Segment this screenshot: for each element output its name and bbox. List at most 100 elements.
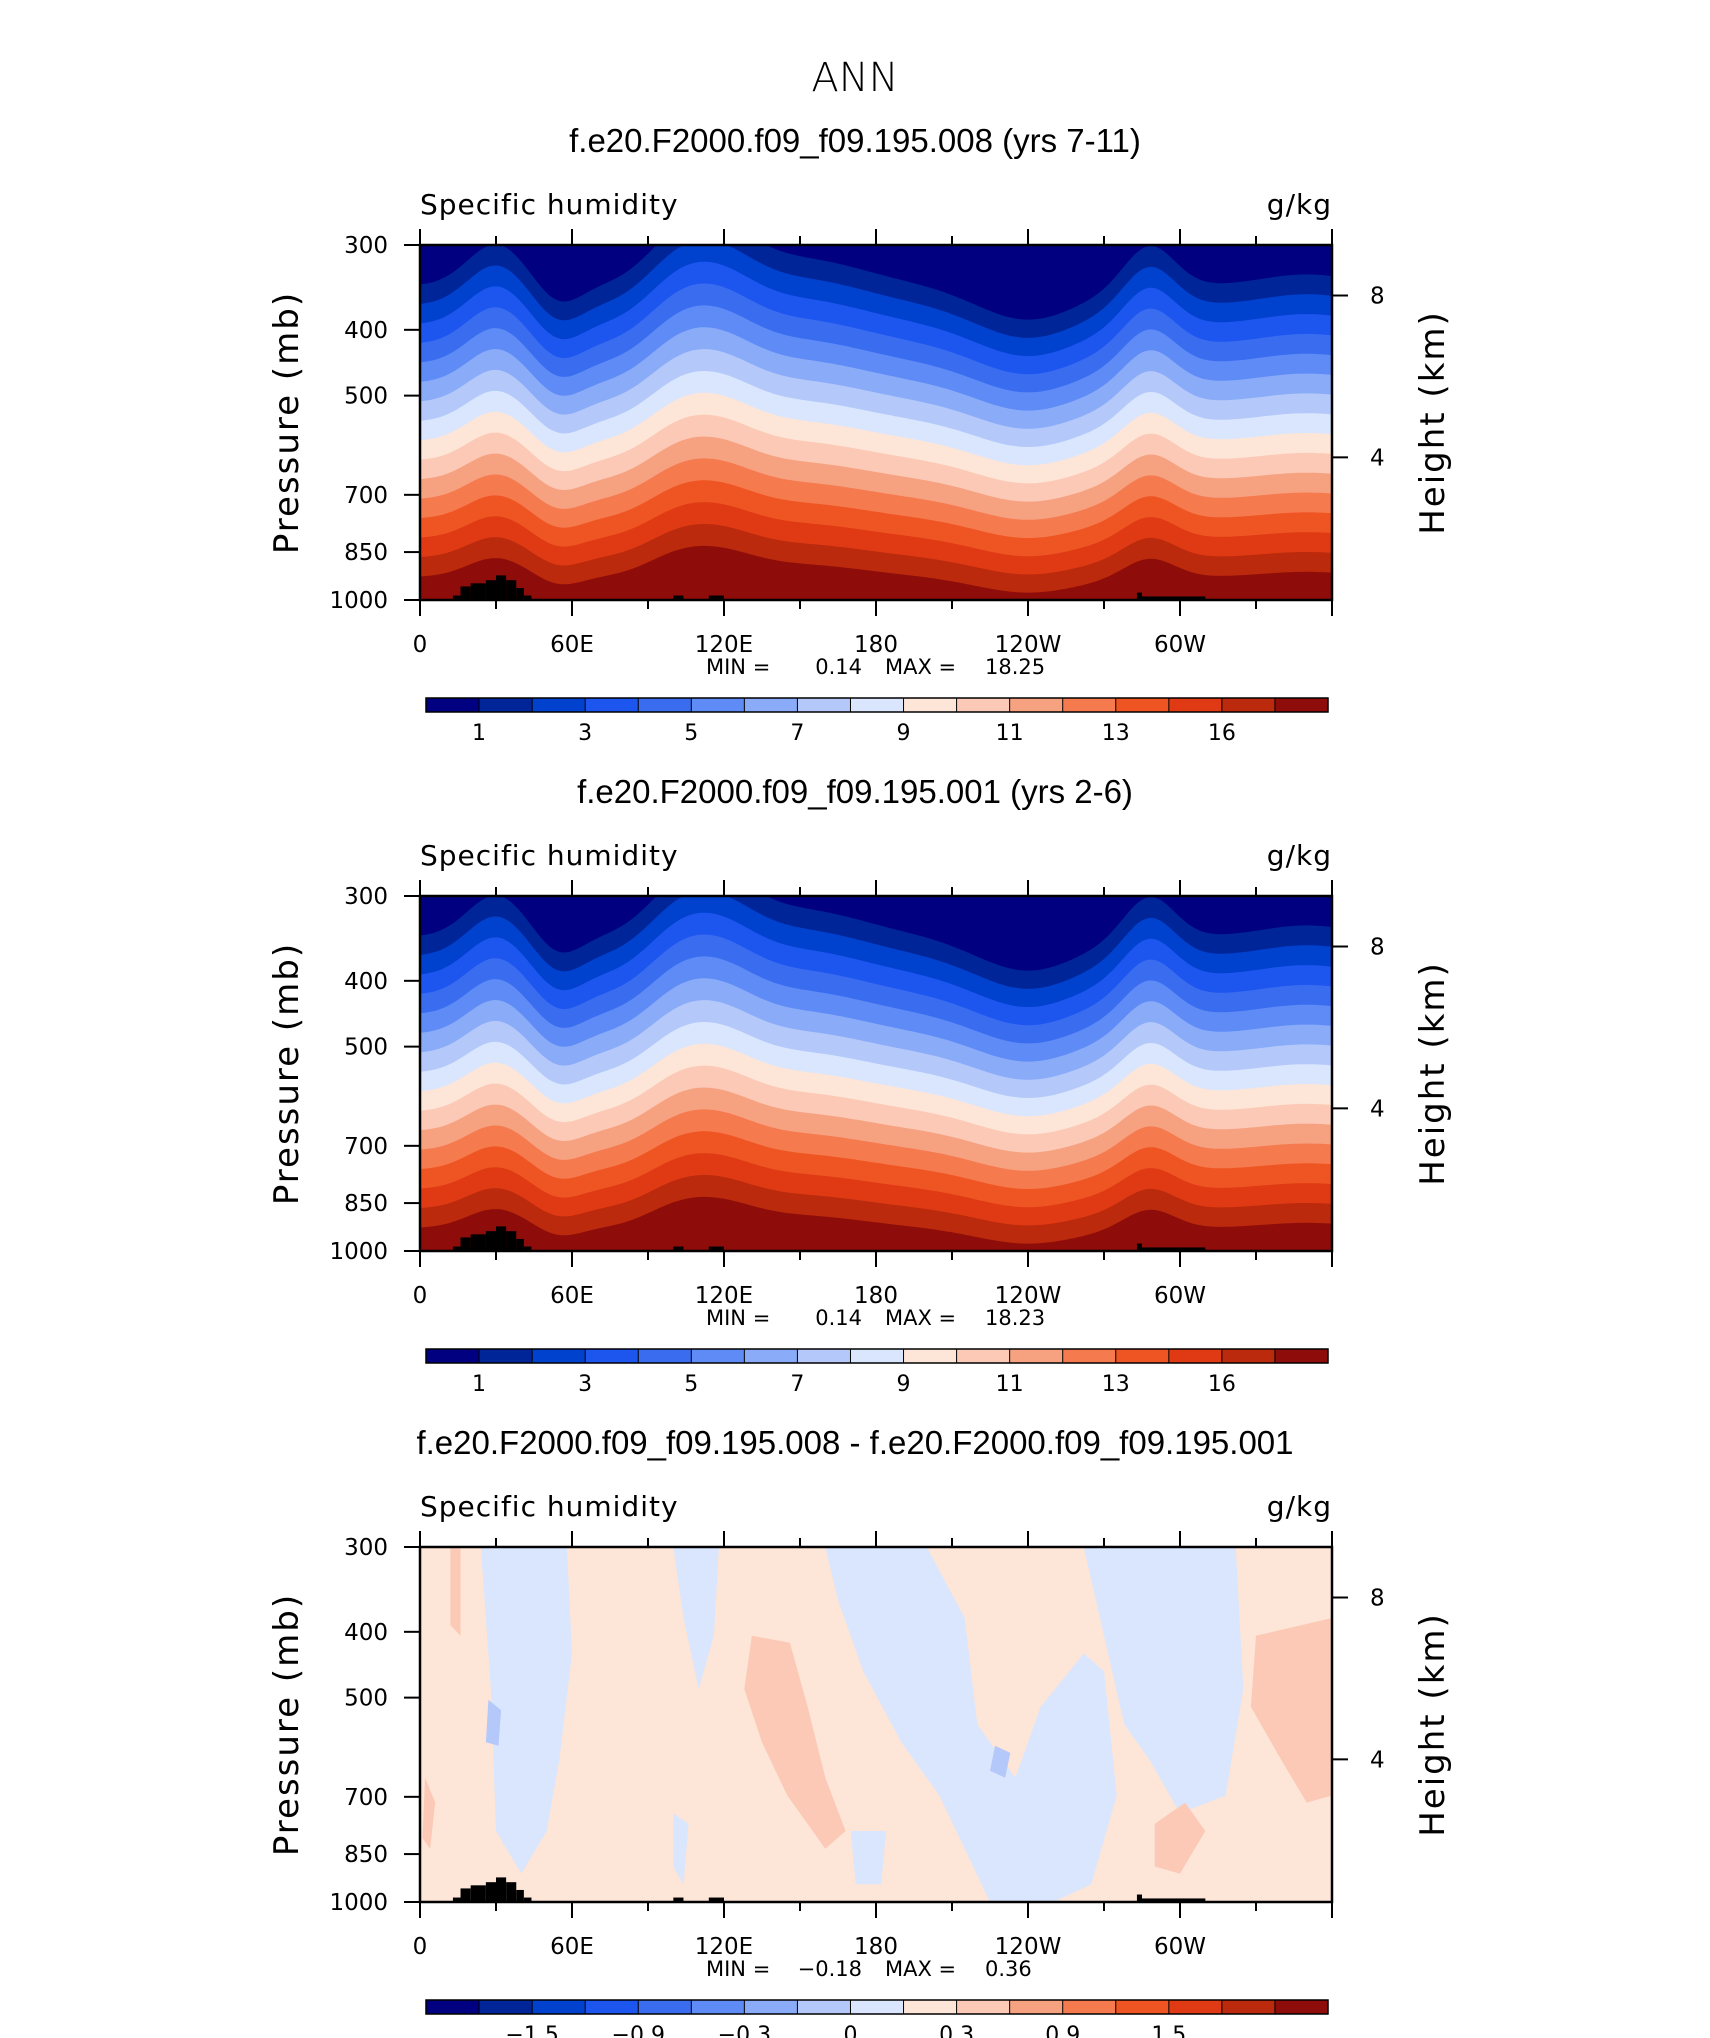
colorbar-swatch — [1062, 2000, 1117, 2014]
colorbar-swatch — [850, 1349, 905, 1363]
topography-1 — [460, 1237, 471, 1251]
y-tick-label: 700 — [344, 1134, 388, 1160]
colorbar: −1.5 −0.9 −0.3 0 0.3 0.9 1.5 — [425, 1999, 1329, 2038]
diff-region-10 — [422, 1777, 436, 1849]
topography-11 — [1142, 1247, 1206, 1251]
topography-7 — [523, 595, 532, 600]
colorbar-swatch — [426, 1349, 480, 1363]
colorbar-swatch — [585, 1349, 639, 1363]
y-tick-label: 400 — [344, 1620, 388, 1646]
x-tick-label: 120W — [995, 1934, 1062, 1960]
colorbar-label: 1.5 — [1151, 2023, 1186, 2038]
colorbar-swatch — [744, 1349, 798, 1363]
panel-title: f.e20.F2000.f09_f09.195.001 (yrs 2-6) — [577, 773, 1133, 810]
diff-region-1 — [673, 1547, 719, 1689]
colorbar-label: −1.5 — [505, 2023, 558, 2038]
y-right-tick-label: 8 — [1370, 935, 1385, 961]
colorbar-swatch — [1168, 1349, 1223, 1363]
y-right-tick-label: 8 — [1370, 284, 1385, 310]
diff-region-9 — [1250, 1618, 1332, 1803]
y-tick-label: 500 — [344, 1035, 388, 1061]
y-right-tick-label: 8 — [1370, 1586, 1385, 1612]
diff-region-12 — [450, 1547, 461, 1636]
y-tick-label: 1000 — [329, 1239, 388, 1265]
colorbar-swatch — [585, 2000, 639, 2014]
colorbar-swatch — [638, 1349, 692, 1363]
min-value: 0.14 — [815, 1306, 862, 1330]
min-value: 0.14 — [815, 655, 862, 679]
colorbar-label: −0.9 — [612, 2023, 665, 2038]
colorbar-label: 0 — [843, 2023, 857, 2038]
x-tick-label: 0 — [413, 632, 428, 658]
y-right-axis-title: Height (km) — [1413, 310, 1453, 535]
colorbar-swatch — [691, 2000, 745, 2014]
contour-band-16 — [420, 545, 1332, 600]
colorbar-label: 13 — [1102, 721, 1130, 746]
colorbar-swatch — [426, 698, 480, 712]
colorbar-swatch — [903, 1349, 958, 1363]
colorbar-swatch — [532, 1349, 586, 1363]
topography-3 — [485, 580, 496, 600]
left-label: Specific humidity — [420, 839, 679, 872]
topography-1 — [460, 586, 471, 600]
colorbar-label: 9 — [897, 721, 911, 746]
colorbar-swatch — [1274, 1349, 1329, 1363]
colorbar-swatch — [1062, 698, 1117, 712]
colorbar-frame — [425, 697, 1329, 713]
colorbar-swatch — [797, 698, 851, 712]
colorbar-swatch — [1062, 1349, 1117, 1363]
colorbar-swatch — [1274, 698, 1329, 712]
diff-region-0 — [480, 1547, 572, 1874]
colorbar-swatch — [479, 2000, 533, 2014]
panel-1: f.e20.F2000.f09_f09.195.008 (yrs 7-11) Sp… — [267, 122, 1453, 746]
topography-1 — [460, 1888, 471, 1902]
colorbar-frame — [425, 1348, 1329, 1364]
colorbar-swatch — [638, 698, 692, 712]
colorbar-swatch — [1009, 1349, 1064, 1363]
contour-band-16 — [420, 1196, 1332, 1251]
topography-9 — [708, 1246, 724, 1251]
colorbar-label: 1 — [472, 721, 486, 746]
topography-4 — [496, 1877, 507, 1902]
topography-8 — [673, 1246, 684, 1251]
topography-7 — [523, 1897, 532, 1902]
colorbar-swatch — [1009, 698, 1064, 712]
topography-11 — [1142, 1898, 1206, 1902]
y-right-tick-label: 4 — [1370, 1096, 1385, 1122]
panel-2: f.e20.F2000.f09_f09.195.001 (yrs 2-6) Spe… — [267, 773, 1453, 1397]
left-label: Specific humidity — [420, 188, 679, 221]
colorbar-swatch — [479, 1349, 533, 1363]
colorbar-label: 9 — [897, 1372, 911, 1397]
colorbar-label: 3 — [578, 1372, 592, 1397]
y-tick-label: 700 — [344, 1785, 388, 1811]
colorbar-swatch — [426, 2000, 480, 2014]
y-tick-label: 850 — [344, 540, 388, 566]
x-tick-label: 120W — [995, 632, 1062, 658]
diff-region-7 — [990, 1745, 1011, 1778]
topography-0 — [452, 1897, 461, 1902]
colorbar-swatch — [903, 698, 958, 712]
y-axis-title: Pressure (mb) — [267, 1593, 307, 1856]
x-tick-label: 60W — [1154, 1283, 1206, 1309]
figure-title: ANN — [811, 55, 898, 101]
y-tick-label: 1000 — [329, 1890, 388, 1916]
colorbar-swatch — [1168, 2000, 1223, 2014]
x-tick-label: 0 — [413, 1934, 428, 1960]
colorbar-swatch — [744, 2000, 798, 2014]
topography-5 — [506, 580, 517, 600]
max-value: 18.23 — [985, 1306, 1045, 1330]
colorbar-swatch — [1221, 1349, 1276, 1363]
colorbar-label: 5 — [684, 1372, 698, 1397]
topography-3 — [485, 1231, 496, 1251]
x-tick-label: 60E — [550, 632, 594, 658]
colorbar-swatch — [479, 698, 533, 712]
min-label: MIN = — [706, 1957, 770, 1981]
topography-4 — [496, 1226, 507, 1251]
right-label: g/kg — [1267, 839, 1332, 872]
topography-4 — [496, 575, 507, 600]
colorbar-swatch — [532, 698, 586, 712]
max-label: MAX = — [885, 1957, 956, 1981]
x-tick-label: 180 — [854, 632, 898, 658]
x-tick-label: 0 — [413, 1283, 428, 1309]
field — [420, 896, 1332, 1251]
